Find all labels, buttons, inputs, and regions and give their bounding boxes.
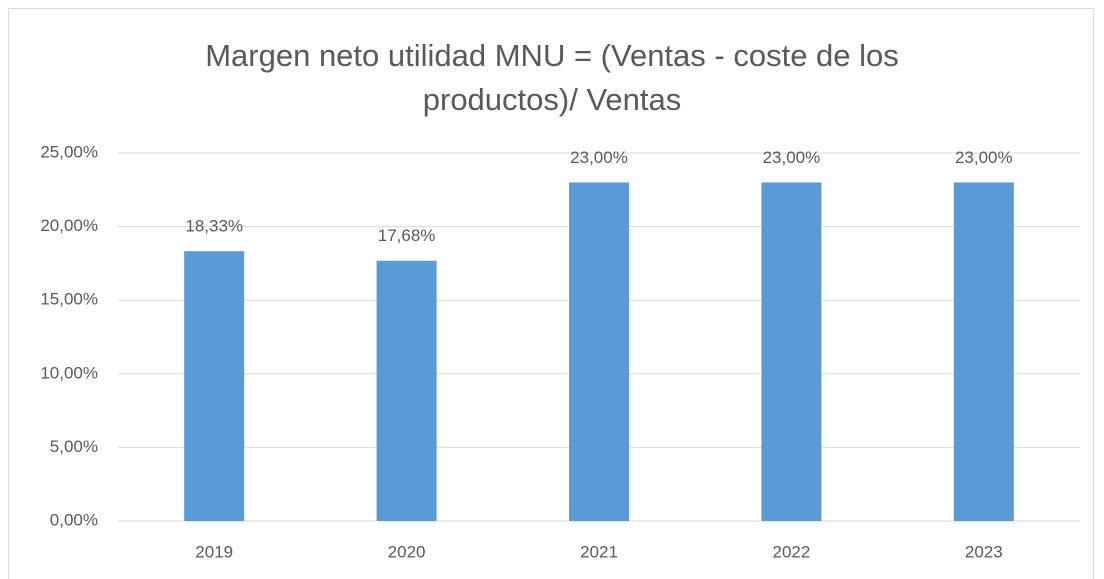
x-tick-label: 2023 (965, 542, 1003, 561)
bar (569, 182, 629, 521)
chart-frame (8, 8, 1094, 579)
data-label: 23,00% (763, 148, 821, 167)
x-tick-label: 2019 (195, 542, 233, 561)
y-tick-label: 25,00% (40, 142, 98, 161)
y-tick-label: 15,00% (40, 290, 98, 309)
x-tick-label: 2020 (388, 542, 426, 561)
y-tick-label: 20,00% (40, 216, 98, 235)
data-label: 23,00% (570, 148, 628, 167)
bar (761, 182, 822, 521)
y-tick-label: 0,00% (50, 510, 98, 529)
bar (953, 182, 1014, 521)
x-tick-label: 2021 (580, 542, 618, 561)
data-label: 18,33% (185, 217, 243, 236)
x-tick-label: 2022 (772, 542, 810, 561)
bar (184, 251, 245, 521)
y-tick-label: 10,00% (40, 363, 98, 382)
data-label: 23,00% (955, 148, 1013, 167)
y-tick-label: 5,00% (50, 437, 98, 456)
bar (376, 260, 437, 521)
data-label: 17,68% (378, 226, 436, 245)
chart-title: Margen neto utilidad MNU = (Ventas - cos… (205, 38, 899, 117)
